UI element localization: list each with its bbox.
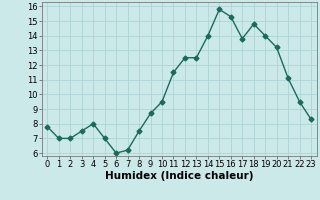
- X-axis label: Humidex (Indice chaleur): Humidex (Indice chaleur): [105, 171, 253, 181]
